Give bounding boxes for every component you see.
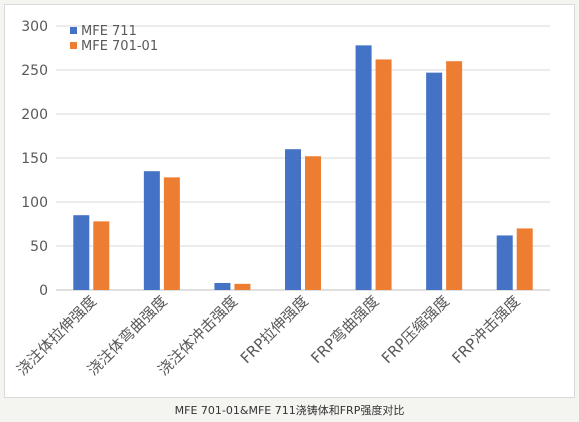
x-tick-label: FRP拉伸强度 [237,292,312,367]
bar-mfe-701-01 [163,177,180,290]
bar-mfe-701-01 [93,221,110,290]
y-tick-label: 150 [21,151,48,167]
bar-mfe-701-01 [305,156,321,290]
legend-swatch [70,42,77,49]
y-tick-label: 50 [30,239,48,255]
bar-mfe-701-01 [446,61,463,291]
x-tick-label: FRP弯曲强度 [307,292,382,367]
bar-mfe-711 [355,45,372,290]
y-tick-label: 300 [21,19,48,35]
bar-mfe-711 [496,235,513,290]
bar-mfe-711 [73,215,90,290]
bar-mfe-711 [214,282,231,290]
legend-label: MFE 701-01 [81,39,158,54]
y-tick-label: 250 [21,63,48,79]
y-tick-label: 0 [39,283,48,299]
bar-mfe-711 [285,149,301,290]
chart-caption: MFE 701-01&MFE 711浇铸体和FRP强度对比 [174,404,405,417]
bar-mfe-711 [143,171,160,290]
bar-chart: 050100150200250300浇注体拉伸强度浇注体弯曲强度浇注体冲击强度F… [13,19,550,379]
bar-mfe-701-01 [516,228,533,290]
y-tick-label: 100 [21,195,48,211]
bar-mfe-701-01 [375,59,392,290]
x-tick-label: FRP压缩强度 [378,292,453,367]
legend-swatch [70,27,77,34]
bar-mfe-711 [426,72,443,290]
bar-mfe-701-01 [234,283,251,290]
y-tick-label: 200 [21,107,48,123]
x-tick-label: FRP冲击强度 [449,292,524,367]
legend-label: MFE 711 [81,24,137,39]
